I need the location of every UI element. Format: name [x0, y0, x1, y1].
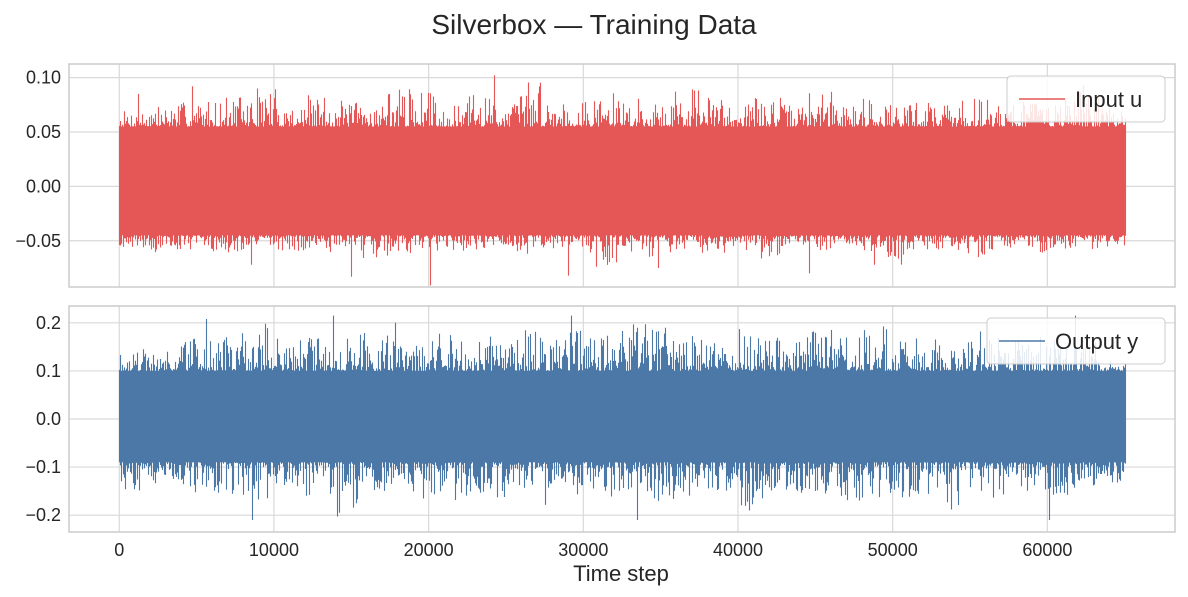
input-u-panel: −0.05 0.00 0.05 0.10 Input u	[15, 63, 1176, 288]
x-tick-label: 30000	[558, 540, 608, 560]
axes-frame	[68, 305, 1176, 533]
x-axis-label: Time step	[573, 561, 669, 586]
y-tick-label: 0.00	[26, 176, 61, 196]
axes-frame	[68, 63, 1176, 288]
x-tick-label: 50000	[868, 540, 918, 560]
legend-box	[1006, 75, 1166, 123]
figure-title: Silverbox — Training Data	[431, 9, 757, 40]
x-tick-label: 10000	[249, 540, 299, 560]
series-line	[118, 315, 1127, 520]
x-tick-label: 20000	[404, 540, 454, 560]
y-tick-label: −0.1	[25, 457, 61, 477]
y-tick-label: 0.0	[36, 409, 61, 429]
x-tick-label: 60000	[1022, 540, 1072, 560]
series-line	[118, 75, 1127, 286]
legend-label: Output y	[1055, 329, 1138, 354]
legend-box	[986, 317, 1166, 365]
y-tick-label: 0.10	[26, 68, 61, 88]
legend-label: Input u	[1075, 87, 1142, 112]
y-tick-label: −0.2	[25, 505, 61, 525]
x-tick-label: 40000	[713, 540, 763, 560]
y-tick-label: 0.05	[26, 122, 61, 142]
x-tick-label: 0	[114, 540, 124, 560]
output-y-panel: −0.2 −0.1 0.0 0.1 0.2 0 10000 20000 30000 40000 50…	[25, 305, 1176, 560]
y-tick-label: 0.2	[36, 313, 61, 333]
y-tick-label: −0.05	[15, 231, 61, 251]
y-tick-label: 0.1	[36, 361, 61, 381]
